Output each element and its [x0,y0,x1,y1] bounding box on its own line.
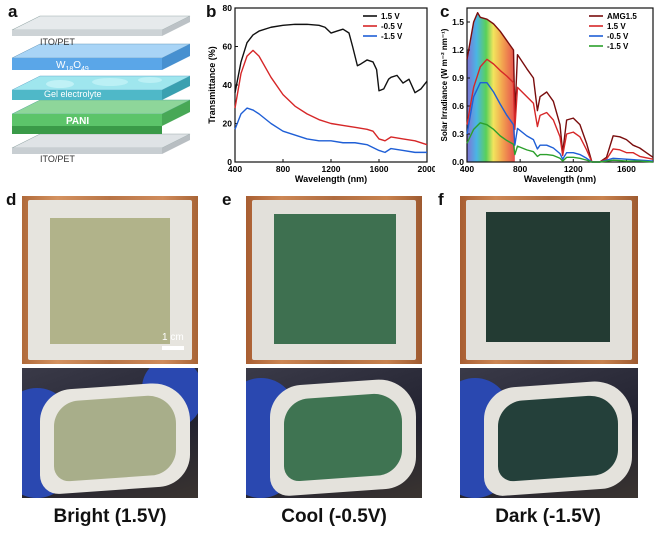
solar-irradiance-chart: 400 800 1200 1600 0.0 0.3 0.6 0.9 1.2 1.5 Waveleng… [440,7,654,184]
layer-w18o49 [11,43,191,59]
photo-flat-bright: 1 cm [22,196,198,364]
scale-bar-label: 1 cm [162,332,184,343]
legend-entry: -1.5 V [381,32,403,41]
x-tick-label: 800 [513,164,527,174]
y-tick-label: 0 [227,157,232,167]
y-tick-label: 40 [223,80,233,90]
x-tick-label: 1200 [322,164,341,174]
legend-entry: -0.5 V [381,22,403,31]
photo-bent-cool [246,368,422,498]
layer-label-gel-electrolyte: Gel electrolyte [44,89,102,99]
x-tick-label: 800 [276,164,290,174]
panel-label-e: e [222,190,232,209]
device-stack-diagram: ITO/PET PANI Gel electrolyte W18O49 ITO/… [11,15,191,164]
transmittance-chart: 400 800 1200 1600 2000 0 20 40 60 80 Wavelength (n… [207,3,435,184]
series-line--1_5V [234,107,427,154]
series-line--1_5V [466,122,654,163]
caption-cool: Cool (-0.5V) [281,506,387,527]
legend-entry: AMG1.5 [607,12,637,21]
layer-pani [11,99,191,115]
caption-bright: Bright (1.5V) [53,506,167,527]
layer-label-w18o49: W18O49 [56,60,89,73]
x-tick-label: 400 [228,164,242,174]
panel-label-d: d [6,190,17,209]
photo-flat-cool [246,196,422,364]
y-tick-label: 0.9 [452,73,464,83]
plot-frame [466,7,654,163]
y-tick-label: 0.3 [452,129,464,139]
panel-label-a: a [8,2,18,21]
series-line-AMG1_5 [466,11,654,163]
caption-dark: Dark (-1.5V) [495,506,601,527]
x-tick-label: 1200 [564,164,583,174]
layer-label-ito-pet-top: ITO/PET [40,37,75,47]
legend-entry: -0.5 V [607,32,629,41]
y-tick-label: 1.2 [452,45,464,55]
photo-flat-dark [460,196,638,364]
y-axis-label: Solar Irradiance (W m⁻² nm⁻¹) [440,28,449,141]
y-tick-label: 0.6 [452,101,464,111]
y-tick-label: 60 [223,42,233,52]
panel-label-c: c [440,2,450,21]
photo-bent-bright [22,368,198,498]
y-tick-label: 20 [223,119,233,129]
photo-bent-dark [460,368,638,498]
x-tick-label: 2000 [418,164,435,174]
y-tick-label: 80 [223,3,233,13]
series-line--0_5V [234,49,428,146]
legend-entry: -1.5 V [607,42,629,51]
layer-label-ito-pet-bottom: ITO/PET [40,154,75,164]
y-axis-label: Transmittance (%) [207,46,217,124]
layer-label-pani: PANI [66,116,89,127]
legend-entry: 1.5 V [381,12,400,21]
x-tick-label: 400 [460,164,474,174]
panel-label-f: f [438,190,444,209]
panel-label-b: b [206,2,217,21]
layer-ito-pet-bottom [11,133,191,149]
x-axis-label: Wavelength (nm) [295,174,367,184]
layer-ito-pet-top [11,15,191,31]
x-axis-label: Wavelength (nm) [524,174,596,184]
series-line-1_5V [234,23,428,94]
series-line-1_5V [466,58,654,163]
x-tick-label: 1600 [370,164,389,174]
y-tick-label: 1.5 [452,17,464,27]
legend-entry: 1.5 V [607,22,626,31]
x-tick-label: 1600 [617,164,636,174]
y-tick-label: 0.0 [452,157,464,167]
